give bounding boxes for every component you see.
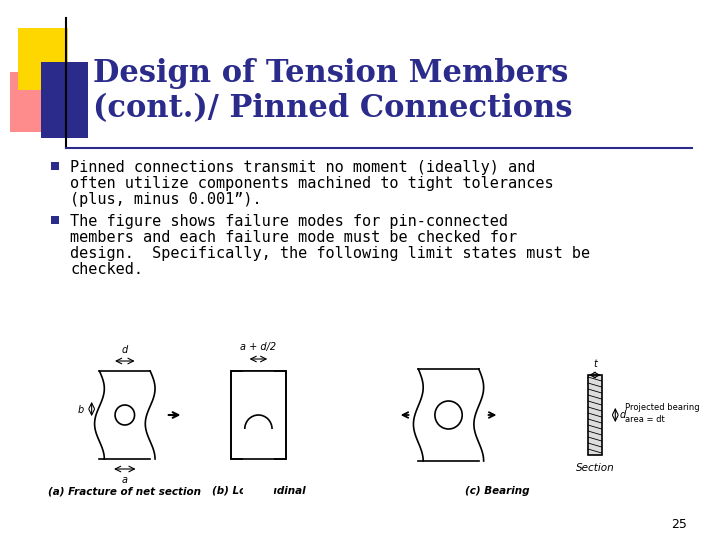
Bar — [588, 375, 602, 455]
Text: members and each failure mode must be checked for: members and each failure mode must be ch… — [71, 230, 518, 245]
Text: area = dt: area = dt — [625, 415, 665, 424]
Bar — [50, 162, 58, 170]
Bar — [231, 371, 286, 459]
Text: t: t — [593, 359, 597, 369]
Text: d: d — [122, 345, 128, 355]
Text: Section: Section — [575, 463, 614, 473]
Polygon shape — [17, 28, 68, 90]
Text: (a) Fracture of net section: (a) Fracture of net section — [48, 486, 202, 496]
Bar — [50, 216, 58, 224]
Text: 25: 25 — [672, 518, 688, 531]
Text: (plus, minus 0.001”).: (plus, minus 0.001”). — [71, 192, 262, 207]
Text: a + d/2: a + d/2 — [240, 342, 276, 352]
Text: Pinned connections transmit no moment (ideally) and: Pinned connections transmit no moment (i… — [71, 160, 536, 175]
Text: (b) Longitudinal: (b) Longitudinal — [212, 486, 305, 496]
Text: checked.: checked. — [71, 262, 143, 277]
Text: The figure shows failure modes for pin-connected: The figure shows failure modes for pin-c… — [71, 214, 508, 229]
Text: (c) Bearing: (c) Bearing — [465, 486, 529, 496]
Text: design.  Specifically, the following limit states must be: design. Specifically, the following limi… — [71, 246, 590, 261]
Text: often utilize components machined to tight tolerances: often utilize components machined to tig… — [71, 176, 554, 191]
Text: (cont.)/ Pinned Connections: (cont.)/ Pinned Connections — [93, 93, 572, 124]
Text: b: b — [78, 405, 84, 415]
Text: Design of Tension Members: Design of Tension Members — [93, 58, 568, 89]
Bar — [231, 371, 286, 459]
Bar — [243, 371, 274, 540]
Text: d: d — [619, 410, 626, 420]
Polygon shape — [10, 72, 53, 132]
Text: Projected bearing: Projected bearing — [625, 403, 700, 412]
Text: a: a — [122, 475, 128, 485]
Polygon shape — [41, 62, 88, 138]
